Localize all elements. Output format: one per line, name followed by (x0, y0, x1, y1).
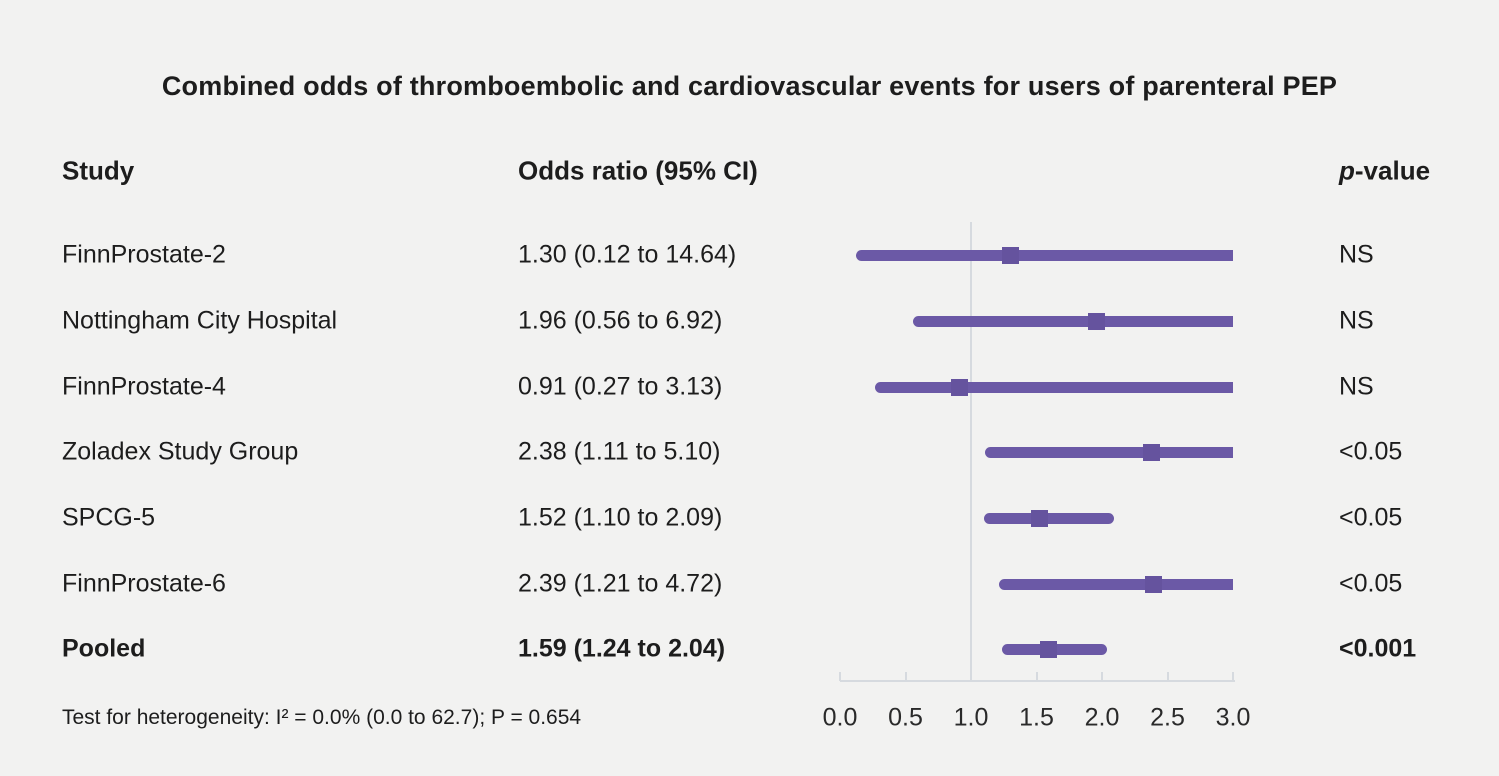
p-value-label: <0.001 (1339, 634, 1417, 663)
study-name-label: FinnProstate-4 (62, 372, 226, 401)
confidence-interval-line (984, 512, 1114, 524)
x-axis-tick-label: 1.5 (1019, 703, 1054, 732)
x-axis-tick (1101, 672, 1103, 681)
column-header-study: Study (62, 155, 135, 186)
odds-ratio-ci-label: 1.59 (1.24 to 2.04) (518, 634, 726, 663)
x-axis-tick-label: 3.0 (1215, 703, 1251, 732)
chart-title: Combined odds of thromboembolic and card… (161, 71, 1338, 101)
odds-ratio-ci-label: 2.39 (1.21 to 4.72) (518, 569, 723, 598)
odds-ratio-ci-label: 1.30 (0.12 to 14.64) (518, 240, 737, 269)
x-axis-tick-label: 0.5 (888, 703, 923, 732)
point-estimate-marker (1143, 443, 1161, 461)
x-axis-tick-label: 2.0 (1084, 703, 1120, 732)
p-value-header-rest: -value (1354, 155, 1431, 186)
study-name-label: FinnProstate-6 (62, 569, 226, 598)
x-axis-tick (1232, 672, 1234, 681)
confidence-interval-line (855, 249, 1233, 261)
heterogeneity-footnote: Test for heterogeneity: I² = 0.0% (0.0 t… (62, 706, 582, 729)
p-value-label: NS (1339, 306, 1374, 335)
column-header-odds-ratio: Odds ratio (95% CI) (518, 155, 758, 186)
p-value-label: <0.05 (1339, 503, 1403, 532)
odds-ratio-ci-label: 0.91 (0.27 to 3.13) (518, 372, 723, 401)
x-axis-tick-label: 1.0 (953, 703, 989, 732)
confidence-interval-line (875, 381, 1233, 393)
confidence-interval-line (985, 446, 1233, 458)
x-axis-tick-label: 2.5 (1150, 703, 1185, 732)
study-name-label: Nottingham City Hospital (62, 306, 338, 335)
x-axis-tick (1166, 672, 1169, 681)
p-value-header-italic-p: p (1339, 155, 1355, 186)
column-header-p-value: p-value (1339, 156, 1430, 187)
odds-ratio-ci-label: 1.96 (0.56 to 6.92) (518, 306, 723, 335)
x-axis-baseline (840, 680, 1235, 682)
odds-ratio-ci-label: 2.38 (1.11 to 5.10) (518, 437, 721, 466)
x-axis-tick (839, 672, 841, 681)
p-value-label: NS (1339, 372, 1374, 401)
point-estimate-marker (1001, 246, 1019, 264)
study-name-label: FinnProstate-2 (62, 240, 226, 269)
x-axis-tick-label: 0.0 (822, 703, 858, 732)
confidence-interval-line (998, 578, 1233, 590)
p-value-label: NS (1339, 240, 1374, 269)
point-estimate-marker (1030, 509, 1048, 527)
study-name-label: SPCG-5 (62, 503, 156, 532)
study-name-label: Zoladex Study Group (62, 437, 299, 466)
point-estimate-marker (950, 378, 968, 396)
x-axis-tick (1035, 672, 1038, 681)
study-name-label: Pooled (62, 634, 146, 663)
reference-line-at-1 (970, 222, 972, 680)
confidence-interval-line (913, 315, 1233, 327)
odds-ratio-ci-label: 1.52 (1.10 to 2.09) (518, 503, 723, 532)
point-estimate-marker (1039, 640, 1057, 658)
p-value-label: <0.05 (1339, 437, 1403, 466)
x-axis-tick (904, 672, 907, 681)
point-estimate-marker (1088, 312, 1106, 330)
point-estimate-marker (1144, 575, 1162, 593)
p-value-label: <0.05 (1339, 569, 1403, 598)
